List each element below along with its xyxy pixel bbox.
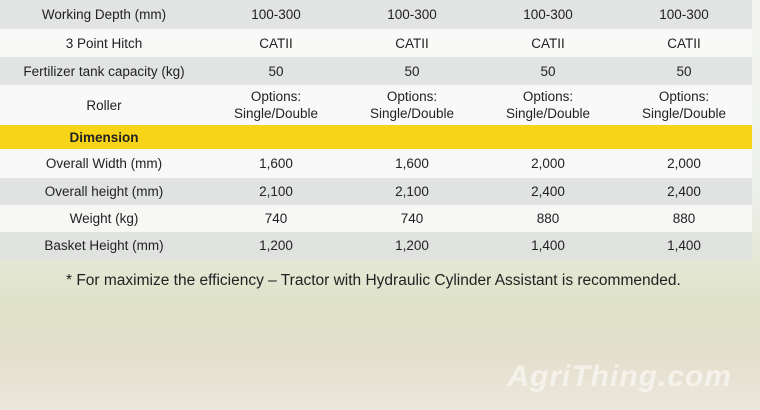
table-row: Overall Width (mm) 1,600 1,600 2,000 2,000 bbox=[0, 149, 752, 178]
table-row: Fertilizer tank capacity (kg) 50 50 50 50 bbox=[0, 57, 752, 85]
section-row: Dimension bbox=[0, 125, 752, 149]
cell: 50 bbox=[540, 63, 556, 79]
cell: 100-300 bbox=[523, 7, 573, 22]
row-label: Roller bbox=[86, 97, 122, 113]
row-label: Overall Width (mm) bbox=[45, 156, 163, 171]
cell: Options: Single/Double bbox=[233, 89, 319, 121]
section-title: Dimension bbox=[69, 129, 139, 145]
cell: CATII bbox=[667, 35, 701, 51]
cell: 1,600 bbox=[395, 156, 429, 171]
row-label: Weight (kg) bbox=[69, 211, 139, 226]
cell: 100-300 bbox=[659, 7, 709, 22]
cell: CATII bbox=[531, 35, 565, 51]
cell: 740 bbox=[400, 211, 424, 226]
cell: 2,000 bbox=[531, 156, 565, 171]
cell: 2,000 bbox=[667, 156, 701, 171]
table-row: Weight (kg) 740 740 880 880 bbox=[0, 205, 752, 232]
cell: 740 bbox=[264, 211, 288, 226]
cell: 50 bbox=[268, 63, 284, 79]
table-row: Roller Options: Single/Double Options: Sin… bbox=[0, 85, 752, 125]
cell: 1,200 bbox=[259, 238, 293, 253]
cell: 2,100 bbox=[395, 184, 429, 199]
cell: 50 bbox=[676, 63, 692, 79]
cell: Options: Single/Double bbox=[641, 89, 727, 121]
cell: 50 bbox=[404, 63, 420, 79]
cell: 1,400 bbox=[531, 238, 565, 253]
cell: Options: Single/Double bbox=[505, 89, 591, 121]
cell: 100-300 bbox=[387, 7, 437, 22]
table-row: Overall height (mm) 2,100 2,100 2,400 2,400 bbox=[0, 178, 752, 205]
table-row: 3 Point Hitch CATII CATII CATII CATII bbox=[0, 29, 752, 57]
cell: 1,600 bbox=[259, 156, 293, 171]
row-label: 3 Point Hitch bbox=[65, 35, 143, 51]
footnote: * For maximize the efficiency – Tractor … bbox=[66, 272, 681, 289]
row-label: Overall height (mm) bbox=[44, 184, 164, 199]
table-row: Basket Height (mm) 1,200 1,200 1,400 1,400 bbox=[0, 232, 752, 259]
cell: 1,200 bbox=[395, 238, 429, 253]
cell: 2,400 bbox=[531, 184, 565, 199]
cell: 880 bbox=[672, 211, 696, 226]
cell: Options: Single/Double bbox=[369, 89, 455, 121]
watermark: AgriThing.com bbox=[507, 360, 732, 393]
row-label: Basket Height (mm) bbox=[44, 238, 164, 253]
cell: CATII bbox=[395, 35, 429, 51]
cell: 880 bbox=[536, 211, 560, 226]
cell: CATII bbox=[259, 35, 293, 51]
row-label: Working Depth (mm) bbox=[41, 7, 167, 22]
cell: 2,100 bbox=[259, 184, 293, 199]
table-row: Working Depth (mm) 100-300 100-300 100-300 1… bbox=[0, 0, 752, 29]
cell: 100-300 bbox=[251, 7, 301, 22]
spec-table: Working Depth (mm) 100-300 100-300 100-300 1… bbox=[0, 0, 752, 259]
row-label: Fertilizer tank capacity (kg) bbox=[23, 63, 185, 79]
cell: 1,400 bbox=[667, 238, 701, 253]
cell: 2,400 bbox=[667, 184, 701, 199]
